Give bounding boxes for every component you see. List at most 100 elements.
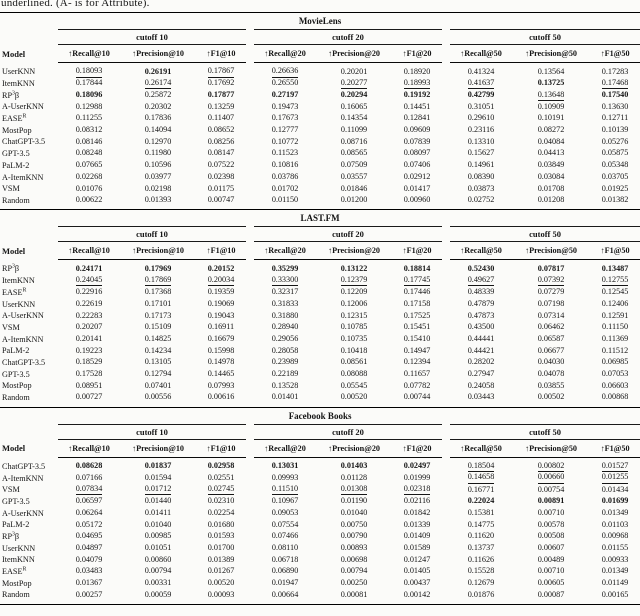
metric-value: 0.00578 [537,519,565,529]
metric-value-cell: 0.13737 [450,542,512,554]
metric-value-cell: 0.13564 [512,63,590,78]
metric-value: 0.00868 [601,392,629,402]
metric-value: 0.01076 [75,183,103,193]
column-gap [442,457,450,472]
metric-value-cell: 0.23116 [450,124,512,136]
metric-value: 0.13630 [601,101,629,111]
metric-value-cell: 0.04413 [512,148,590,160]
metric-value-cell: 0.18093 [58,63,120,78]
metric-value-cell: 0.17877 [196,89,246,101]
metric-value-cell: 0.12841 [392,113,442,125]
metric-value-cell: 0.17528 [58,368,120,380]
table-caption: underlined. (A- is for Attribute). [0,0,640,12]
metric-value: 0.12315 [340,310,368,320]
metric-value-cell: 0.01589 [392,542,442,554]
metric-value: 0.00790 [340,531,368,541]
metric-value: 0.14451 [403,101,431,111]
metric-value: 0.01699 [601,496,629,506]
metric-value-cell: 0.01103 [590,519,640,531]
metric-value-cell: 0.00660 [512,472,590,484]
metric-value: 0.11150 [602,322,629,332]
metric-value-cell: 0.01680 [196,519,246,531]
metric-value: 0.08716 [340,136,368,146]
metric-value-cell: 0.03483 [58,566,120,578]
metric-value-cell: 0.13310 [450,136,512,148]
metric-value-cell: 0.09609 [392,124,442,136]
metric-value: 0.18096 [75,90,103,100]
metric-value-cell: 0.02752 [450,195,512,210]
metric-value-cell: 0.28058 [254,345,316,357]
model-row: MostPop 0.01367 0.00331 0.00520 0.01947 0.002… [0,577,640,589]
metric-value: 0.02398 [207,171,235,181]
metric-value-cell: 0.02497 [392,457,442,472]
metric-value-cell: 0.12970 [120,136,196,148]
column-gap [246,542,254,554]
model-row: GPT-3.5 0.17528 0.12794 0.14465 0.22189 0.080… [0,368,640,380]
metric-value: 0.01401 [271,392,299,402]
metric-value-cell: 0.07406 [392,160,442,172]
metric-value: 0.07509 [340,160,368,170]
model-row: MostPop 0.08312 0.14094 0.08652 0.12777 0.110… [0,124,640,136]
model-row: Random 0.00727 0.00556 0.00616 0.01401 0.0052… [0,392,640,407]
metric-value: 0.06985 [601,357,629,367]
metric-value-cell: 0.44441 [450,333,512,345]
metric-value-cell: 0.44421 [450,345,512,357]
metric-value: 0.06462 [537,322,565,332]
metric-value: 0.05276 [601,136,629,146]
metric-value: 0.22916 [75,287,103,297]
metric-value-cell: 0.01708 [512,183,590,195]
metric-value-cell: 0.29056 [254,333,316,345]
model-name: PaLM-2 [2,346,30,356]
metric-value-cell: 0.17158 [392,298,442,310]
metric-value-cell: 0.12406 [590,298,640,310]
metric-value-cell: 0.10816 [254,160,316,172]
metric-value-cell: 0.00093 [196,589,246,604]
metric-value: 0.03849 [537,160,565,170]
metric-value-cell: 0.06985 [590,357,640,369]
column-gap [246,227,254,242]
metric-value: 0.31051 [467,101,495,111]
metric-value: 0.01103 [601,519,629,529]
model-column-header: Model [2,443,26,453]
metric-value-cell: 0.07392 [512,275,590,287]
metric-value-cell: 0.06677 [512,345,590,357]
metric-value: 0.01925 [601,183,629,193]
model-row: UserKNN 0.04897 0.01051 0.01700 0.08110 0.008… [0,542,640,554]
model-name: GPT-3.5 [2,369,30,379]
metric-value-cell: 0.35299 [254,260,316,275]
metric-value: 0.13310 [467,136,495,146]
metric-value-cell: 0.17283 [590,63,640,78]
metric-value-cell: 0.10735 [316,333,392,345]
metric-value-cell: 0.01403 [316,457,392,472]
model-row: A-UserKNN 0.12988 0.20302 0.13259 0.19473 0.1… [0,101,640,113]
metric-value-cell: 0.11369 [590,333,640,345]
metric-value: 0.15998 [207,345,235,355]
metric-value: 0.17745 [403,275,431,287]
metric-value-cell: 0.00331 [120,577,196,589]
metric-value: 0.06603 [601,380,629,390]
metric-value-cell: 0.31880 [254,310,316,322]
metric-value-cell: 0.26191 [120,63,196,78]
metric-value-cell: 0.01846 [316,183,392,195]
metric-value-cell: 0.03705 [590,171,640,183]
model-name: RP3β [2,89,20,100]
column-gap [442,183,450,195]
model-name: ItemKNN [2,555,35,565]
metric-value: 0.00794 [340,566,368,576]
metric-value-cell: 0.04079 [58,554,120,566]
metric-value-cell: 0.00250 [316,577,392,589]
column-gap [246,357,254,369]
metric-value-cell: 0.00710 [512,566,590,578]
metric-value-cell: 0.22916 [58,287,120,299]
metric-value-cell: 0.16911 [196,322,246,334]
column-gap [442,45,450,63]
dataset-table-last-fm: LAST.FM cutoff 10 cutoff 20 cutoff 50 Mo… [0,209,640,406]
metric-value: 0.35299 [271,263,299,273]
metric-value: 0.04030 [537,357,565,367]
model-row: A-ItemKNN 0.20141 0.14825 0.16679 0.29056 0.1… [0,333,640,345]
cutoff-row-spacer [0,424,58,439]
model-name: Random [2,195,30,205]
metric-value: 0.01051 [144,542,172,552]
metric-value: 0.10139 [601,125,629,135]
model-name: EASER [2,566,27,577]
